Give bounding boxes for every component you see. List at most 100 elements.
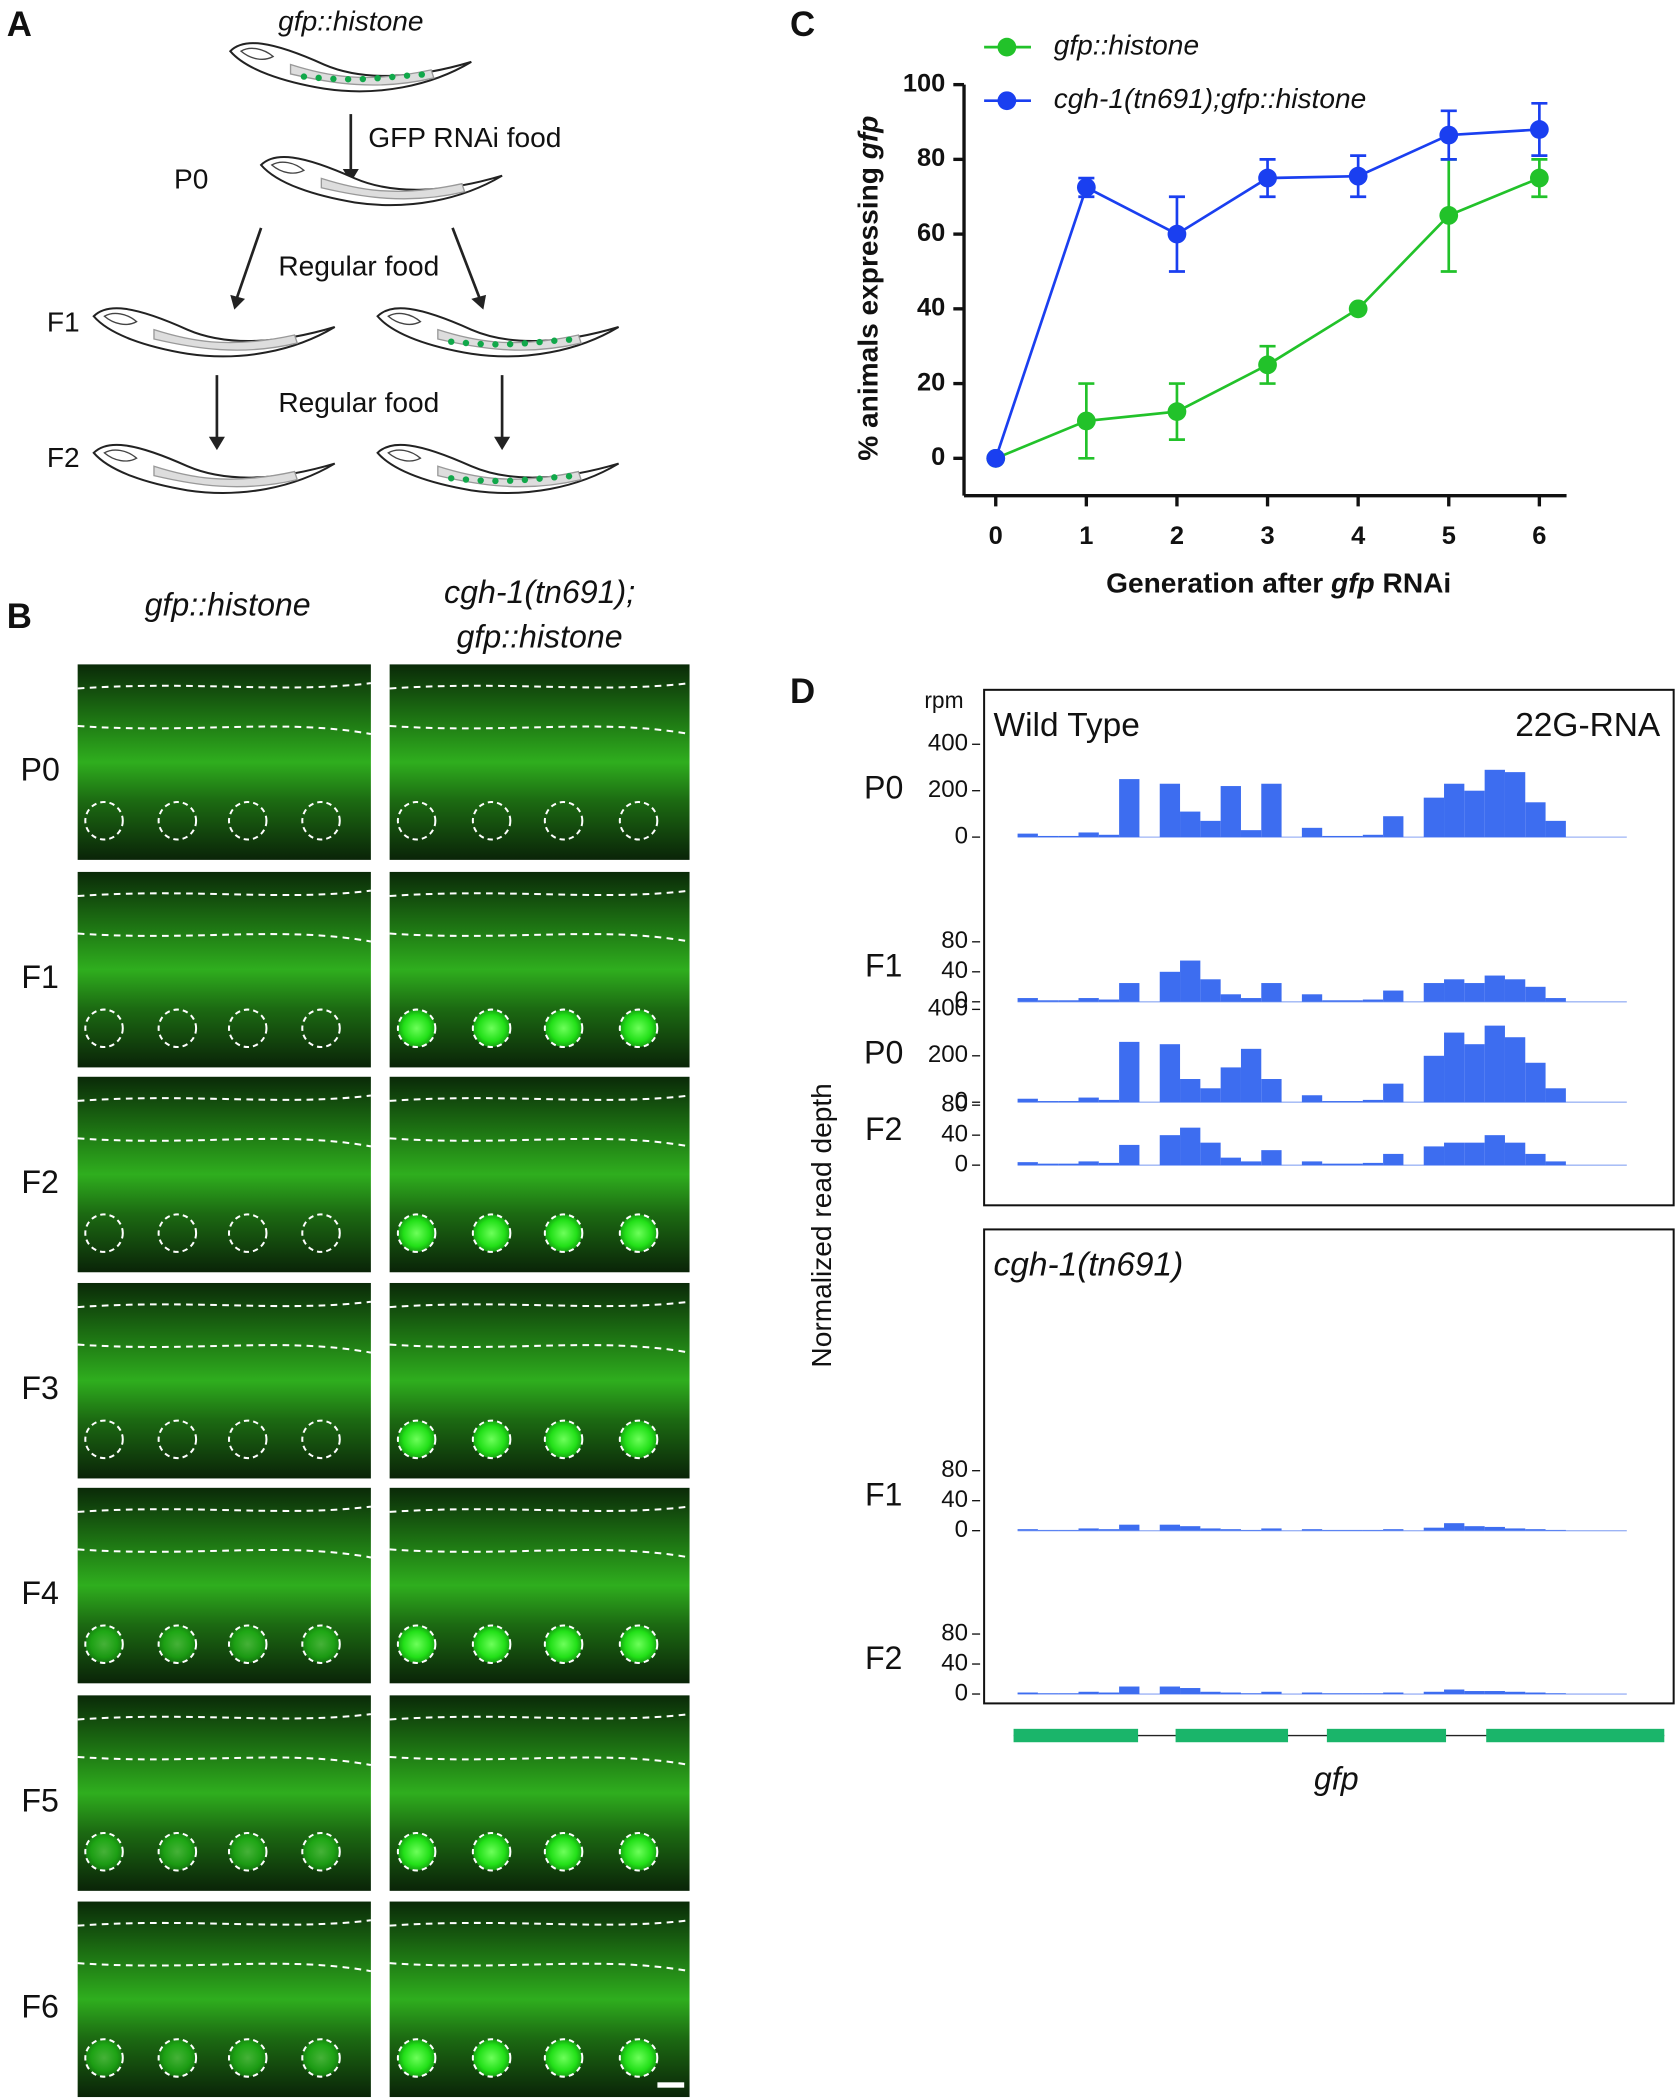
- coverage-bar: [1525, 1062, 1546, 1103]
- coverage-bar: [1464, 1142, 1485, 1166]
- coverage-bar: [1504, 1691, 1526, 1695]
- coverage-bar: [1545, 1161, 1566, 1166]
- coverage-bar: [1098, 1692, 1120, 1695]
- coverage-bar: [1484, 1025, 1505, 1103]
- micrograph: [77, 664, 371, 860]
- outline: [389, 682, 690, 690]
- coverage-bar: [1423, 797, 1445, 838]
- coverage-bar: [1220, 1157, 1241, 1166]
- track-box: [983, 1228, 1675, 1705]
- coverage-bar: [1119, 1041, 1140, 1103]
- gfp-dot: [536, 338, 543, 346]
- x-label-part: RNAi: [1375, 568, 1452, 599]
- outline: [389, 1343, 690, 1354]
- nucleus: [301, 1213, 341, 1253]
- point: [1258, 168, 1277, 188]
- gfp-dot: [506, 477, 514, 484]
- coverage-bar: [1098, 1162, 1120, 1166]
- coverage-bar: [1159, 783, 1181, 838]
- row-label: P0: [21, 751, 60, 787]
- coverage-bar: [1017, 1162, 1038, 1166]
- outline: [389, 1300, 690, 1309]
- coverage-bar: [1017, 998, 1038, 1002]
- coverage-bar: [1037, 1101, 1059, 1103]
- nucleus: [543, 1213, 584, 1253]
- coverage-bar: [1342, 1529, 1363, 1531]
- x-axis-label: Generation after gfp RNAi: [1106, 568, 1451, 599]
- outline: [77, 1343, 372, 1354]
- nucleus: [396, 801, 437, 841]
- coverage-bar: [1504, 772, 1526, 838]
- coverage-bar: [1525, 802, 1546, 838]
- coverage-bar: [1383, 1529, 1404, 1531]
- outline: [389, 1713, 690, 1721]
- coverage-bar: [1261, 783, 1282, 838]
- x-tick-label: 1: [1079, 522, 1093, 550]
- coverage-bar: [1362, 1099, 1384, 1103]
- nucleus: [301, 2038, 341, 2078]
- coverage-bar: [1180, 1688, 1201, 1695]
- outline: [77, 1713, 372, 1721]
- outline: [77, 932, 372, 943]
- coverage-bar: [1261, 983, 1282, 1002]
- gfp-dot: [418, 71, 425, 78]
- coverage-bar: [1159, 971, 1181, 1002]
- worms: [92, 42, 620, 494]
- worm: [259, 155, 503, 207]
- coverage-bar: [1301, 1161, 1323, 1166]
- micrograph: [77, 871, 371, 1068]
- coverage-bar: [1078, 1097, 1099, 1103]
- legend-label: gfp::histone: [1054, 30, 1199, 61]
- exon: [1486, 1728, 1665, 1743]
- step-label: GFP RNAi food: [368, 122, 561, 153]
- coverage-bar: [1058, 1101, 1079, 1103]
- coverage-bar: [1525, 1692, 1546, 1695]
- y-tick-label: 400: [928, 995, 968, 1022]
- nucleus: [471, 1008, 512, 1049]
- coverage-bar: [1240, 830, 1262, 838]
- worm: [376, 307, 620, 358]
- coverage-bar: [1484, 975, 1505, 1002]
- coverage-bar: [1017, 1529, 1038, 1531]
- nucleus: [618, 2038, 659, 2078]
- coverage-bar: [1180, 811, 1201, 838]
- row-label: F5: [21, 1782, 59, 1818]
- panel-title: Wild Type: [993, 707, 1139, 744]
- y-tick-label: 80: [941, 927, 968, 954]
- track-label: F1: [865, 948, 902, 984]
- coverage-bar: [1464, 1526, 1485, 1531]
- point: [1076, 178, 1096, 197]
- row-label: F4: [21, 1575, 59, 1611]
- micrograph: [77, 1076, 371, 1273]
- coverage-bar: [1220, 786, 1241, 838]
- track-label: F2: [865, 1640, 902, 1676]
- coverage-bar: [1058, 1693, 1079, 1695]
- exon: [1175, 1728, 1289, 1743]
- coverage-bar: [1180, 960, 1201, 1002]
- coverage-bar: [1545, 1529, 1566, 1531]
- coverage-bar: [1362, 1162, 1384, 1166]
- y-tick-label: 400: [928, 730, 968, 757]
- nucleus: [471, 1624, 512, 1664]
- point: [1439, 206, 1459, 225]
- y-tick-label: 40: [941, 1486, 968, 1513]
- worm-gut: [437, 465, 582, 488]
- y-tick-label: 80: [917, 144, 945, 172]
- outline: [77, 724, 372, 736]
- coverage-bar: [1220, 994, 1241, 1002]
- coverage-bar: [1444, 979, 1465, 1002]
- nucleus: [227, 1832, 268, 1872]
- nucleus: [157, 1419, 198, 1460]
- y-tick-label: 60: [917, 219, 945, 247]
- y-tick-label: 20: [917, 368, 945, 396]
- nucleus: [543, 1008, 584, 1049]
- coverage-bar: [1240, 1693, 1262, 1695]
- panel-label: B: [7, 597, 32, 636]
- panel-title: cgh-1(tn691): [993, 1247, 1183, 1284]
- coverage-bar: [1423, 1691, 1445, 1695]
- y-tick-label: 80: [941, 1091, 968, 1118]
- coverage-bar: [1464, 1691, 1485, 1695]
- coverage-bar: [1078, 1528, 1099, 1531]
- worm-pharynx: [270, 161, 306, 174]
- nucleus: [471, 801, 512, 841]
